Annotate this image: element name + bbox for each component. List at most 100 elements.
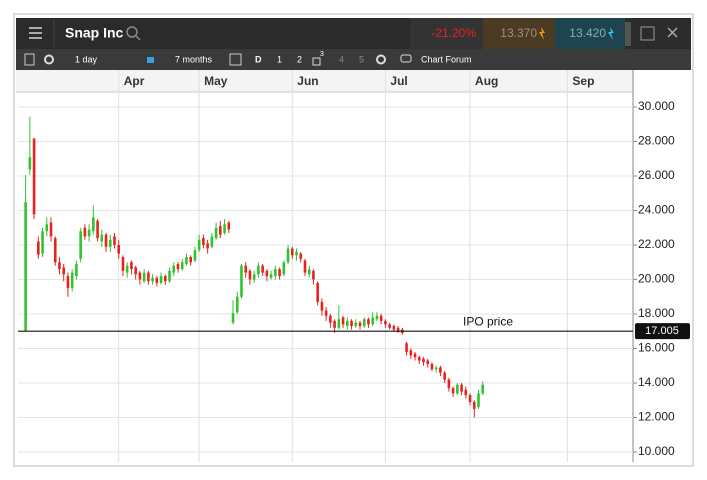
menu-icon[interactable] — [29, 27, 42, 39]
candle-body — [214, 227, 218, 239]
candle-body — [320, 301, 324, 311]
candle-body — [405, 343, 408, 352]
candle-body — [138, 272, 142, 280]
layout-option[interactable]: 4 — [339, 54, 344, 64]
buy-arrow — [608, 27, 614, 40]
candle-body — [108, 239, 112, 247]
candle-body — [358, 322, 362, 327]
candle-body — [53, 238, 57, 263]
candle-body — [451, 388, 455, 394]
candle-body — [45, 224, 49, 232]
y-tick-label: 12.000 — [638, 410, 675, 424]
search-icon[interactable] — [126, 26, 141, 41]
candle-body — [290, 248, 294, 256]
candle-body — [235, 296, 239, 313]
candle-body — [282, 262, 286, 275]
candle-body — [189, 257, 192, 263]
candle-body — [104, 234, 108, 247]
sell-arrow — [539, 27, 545, 40]
candle-body — [371, 317, 374, 325]
candle-body — [261, 265, 264, 273]
candle-body — [316, 282, 319, 302]
candle-body — [481, 384, 485, 394]
candle-body — [341, 317, 345, 325]
lock-icon[interactable] — [147, 57, 154, 63]
candle-body — [367, 319, 370, 325]
plot: 10.000 12.000 14.000 16.000 18.000 20.000 22.0… — [18, 70, 690, 462]
candle-body — [350, 320, 353, 327]
y-tick-label: 24.000 — [638, 203, 675, 217]
candle-body — [477, 393, 480, 408]
change: -21.20% — [431, 26, 476, 40]
candle-body — [456, 384, 459, 394]
candle-body — [299, 253, 303, 259]
candle-body — [100, 234, 104, 242]
layout-option[interactable]: 2 — [297, 54, 302, 64]
close-icon[interactable] — [667, 27, 678, 38]
gear-icon[interactable] — [376, 54, 386, 65]
candle-body — [168, 270, 171, 282]
candle-body — [96, 220, 99, 239]
layout-option[interactable]: 3 — [320, 51, 324, 58]
y-tick-label: 18.000 — [638, 306, 675, 320]
candle-body — [257, 265, 260, 275]
calendar-icon[interactable] — [229, 53, 242, 66]
candle-body — [130, 262, 133, 270]
candle-body — [41, 231, 44, 254]
candle-body — [396, 327, 400, 332]
candle-body — [265, 270, 269, 277]
candle-body — [388, 324, 391, 328]
layout-option[interactable]: 1 — [277, 54, 282, 64]
candle-body — [75, 263, 78, 277]
month-row — [16, 70, 633, 92]
change-box — [410, 18, 483, 49]
candle-body — [193, 250, 197, 261]
candle-body — [354, 322, 358, 327]
layout-option[interactable]: 5 — [359, 54, 364, 64]
range[interactable]: 7 months — [175, 54, 213, 64]
candle-body — [24, 202, 27, 332]
candle-body — [185, 257, 188, 264]
y-tick-label: 26.000 — [638, 168, 675, 182]
candle-body — [248, 270, 252, 280]
candle-body — [79, 231, 82, 259]
candle-body — [422, 358, 425, 363]
list-icon[interactable] — [24, 53, 35, 66]
candle-body — [375, 315, 379, 320]
candle-body — [227, 222, 231, 230]
candle-body — [295, 251, 298, 256]
chart-forum[interactable]: Chart Forum — [421, 54, 472, 64]
buy-box[interactable] — [555, 18, 625, 49]
candle-body — [113, 236, 116, 246]
candle-body — [159, 276, 163, 283]
candle-body — [379, 315, 383, 321]
y-tick-label: 30.000 — [638, 99, 675, 113]
popout-icon[interactable] — [640, 26, 655, 41]
candle-body — [180, 262, 184, 270]
candle-body — [303, 260, 307, 273]
instrument-title: Snap Inc — [65, 25, 124, 41]
candle-body — [70, 272, 74, 289]
candle-body — [92, 217, 95, 232]
price-label: 17.005 — [645, 325, 679, 337]
candle-body — [163, 276, 167, 282]
candle-body — [464, 389, 468, 396]
candle-body — [252, 274, 256, 280]
candle-body — [172, 265, 176, 273]
interval[interactable]: 1 day — [75, 54, 98, 64]
chart-type[interactable]: D — [255, 54, 262, 64]
x-tick-label: Apr — [124, 74, 145, 88]
candle-body — [151, 277, 154, 282]
sell-box[interactable] — [483, 18, 555, 49]
candle-body — [32, 138, 36, 215]
candle-body — [117, 245, 121, 254]
candle-body — [206, 243, 209, 249]
chat-icon[interactable] — [400, 54, 412, 63]
x-tick-label: Aug — [475, 74, 498, 88]
toolbar — [16, 49, 691, 70]
settings-icon[interactable] — [44, 54, 54, 65]
candle-body — [240, 265, 243, 297]
layout-icon — [312, 57, 321, 66]
candle-body — [147, 272, 150, 282]
